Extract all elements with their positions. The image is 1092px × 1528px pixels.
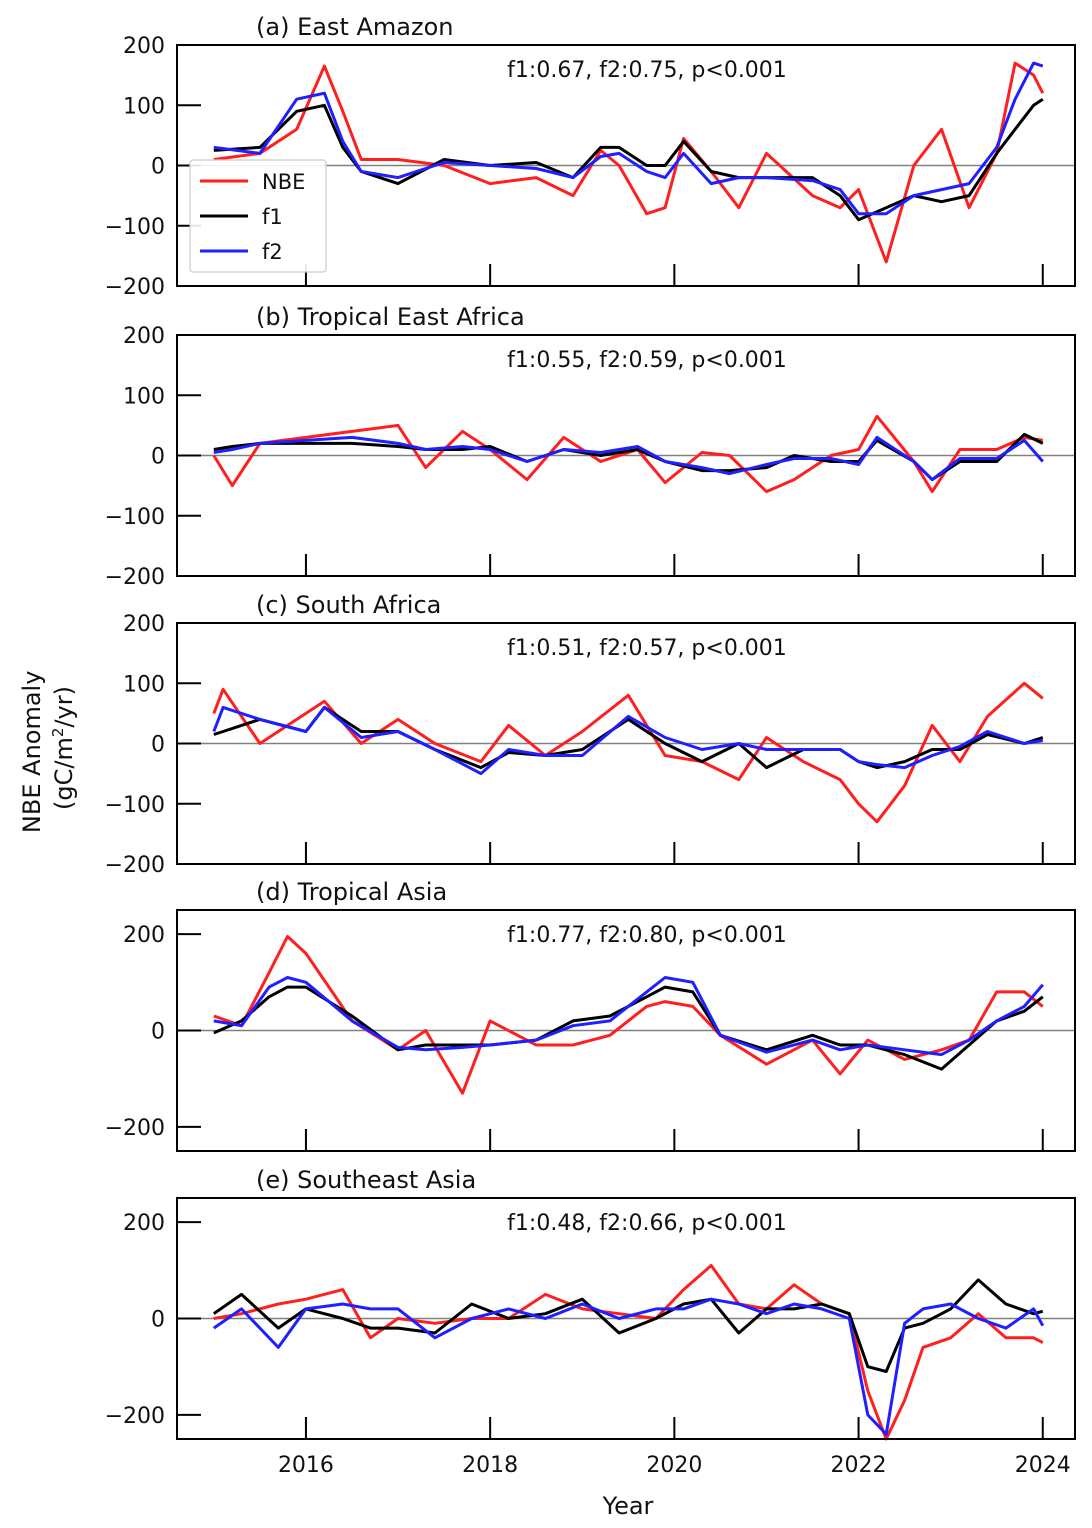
panel-3: −200 0 200 (d) Tropical Asia f1:0.77, f2:0.8… <box>105 878 1076 1152</box>
y-tick-label: 200 <box>123 324 165 349</box>
series-line-f2 <box>212 705 1044 776</box>
series-line-nbe <box>212 414 1044 494</box>
y-tick-label: −200 <box>105 275 165 300</box>
panel-annotation: f1:0.51, f2:0.57, p<0.001 <box>507 636 787 661</box>
y-tick-label: −200 <box>105 1404 165 1429</box>
series-line-f2 <box>213 435 1044 482</box>
legend-label-f1: f1 <box>262 205 283 229</box>
y-tick-label: 200 <box>123 923 165 948</box>
y-tick-label: 0 <box>151 733 165 758</box>
y-axis-unit-prefix: (gC/m <box>50 737 78 810</box>
panel-title: (d) Tropical Asia <box>256 878 447 906</box>
y-tick-label: −100 <box>105 793 165 818</box>
y-tick-label: 0 <box>151 1308 165 1333</box>
series-line-f1 <box>213 705 1044 770</box>
x-tick-label: 2022 <box>831 1453 887 1478</box>
y-tick-label: 200 <box>123 1211 165 1236</box>
series-line-nbe <box>212 681 1044 824</box>
y-tick-label: 200 <box>123 34 165 59</box>
y-axis-label-line2: (gC/m2/yr) <box>49 686 78 810</box>
y-axis-unit-suffix: /yr) <box>50 686 78 728</box>
legend-label-f2: f2 <box>262 240 283 264</box>
panel-1: −200 −100 0 100 200 (b) Tropical East Africa f… <box>105 303 1076 590</box>
panel-title: (c) South Africa <box>256 591 441 619</box>
panel-title: (e) Southeast Asia <box>256 1166 476 1194</box>
series-line-f1 <box>212 1278 1044 1373</box>
y-axis-unit-sup: 2 <box>49 728 67 738</box>
y-tick-label: 100 <box>123 94 165 119</box>
y-tick-label: 0 <box>151 1020 165 1045</box>
y-axis-label-line1: NBE Anomaly <box>18 671 46 833</box>
series-line-f2 <box>213 61 1044 216</box>
panel-annotation: f1:0.48, f2:0.66, p<0.001 <box>507 1211 787 1236</box>
series-line-f1 <box>213 432 1044 482</box>
y-tick-label: −100 <box>105 215 165 240</box>
panel-annotation: f1:0.77, f2:0.80, p<0.001 <box>507 923 787 948</box>
y-tick-label: −100 <box>105 505 165 530</box>
series-line-nbe <box>213 61 1045 264</box>
y-tick-label: 100 <box>123 672 165 697</box>
y-tick-label: 0 <box>151 155 165 180</box>
legend: NBE f1 f2 <box>189 159 327 273</box>
x-tick-label: 2024 <box>1015 1453 1071 1478</box>
panel-annotation: f1:0.67, f2:0.75, p<0.001 <box>507 58 787 83</box>
series-line-f2 <box>212 1297 1045 1436</box>
y-tick-label: 200 <box>123 612 165 637</box>
x-tick-label: 2020 <box>646 1453 702 1478</box>
panel-4: −200 0 200 (e) Southeast Asia f1:0.48, f2:0.… <box>105 1166 1076 1478</box>
series-line-nbe <box>213 1264 1044 1441</box>
series-line-nbe <box>213 935 1044 1095</box>
panel-title: (a) East Amazon <box>256 13 453 41</box>
panel-0: −200 −100 0 100 200 (a) East Amazon f1:0.67, f… <box>105 13 1076 300</box>
y-tick-label: 100 <box>123 384 165 409</box>
series-line-f2 <box>213 976 1044 1057</box>
legend-box <box>189 159 327 273</box>
panel-2: −200 −100 0 100 200 (c) South Africa f1:0.51, … <box>105 591 1076 878</box>
panels-group: −200 −100 0 100 200 (a) East Amazon f1:0.67, f… <box>105 13 1076 1478</box>
y-tick-label: −200 <box>105 565 165 590</box>
x-axis-label: Year <box>602 1492 654 1520</box>
y-tick-label: −200 <box>105 853 165 878</box>
y-axis-label: NBE Anomaly (gC/m2/yr) <box>18 663 78 833</box>
panel-title: (b) Tropical East Africa <box>256 303 525 331</box>
x-tick-label: 2016 <box>278 1453 334 1478</box>
legend-label-nbe: NBE <box>262 170 305 194</box>
panel-annotation: f1:0.55, f2:0.59, p<0.001 <box>507 348 787 373</box>
x-tick-label: 2018 <box>462 1453 518 1478</box>
y-tick-label: −200 <box>105 1116 165 1141</box>
y-tick-label: 0 <box>151 445 165 470</box>
